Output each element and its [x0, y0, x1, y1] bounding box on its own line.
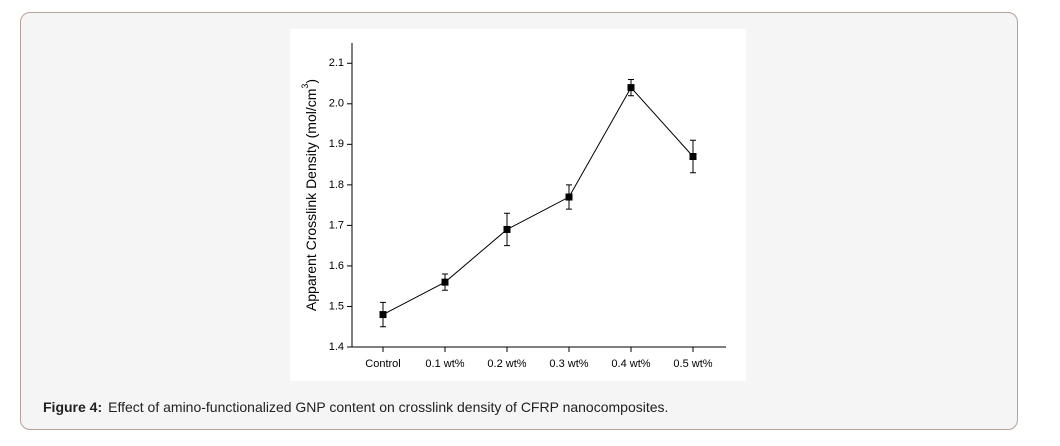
y-label-sup: 3 [300, 84, 310, 89]
y-tick-label: 1.7 [329, 219, 344, 231]
marker [627, 84, 635, 92]
x-tick-label: 0.2 wt% [487, 358, 526, 370]
y-axis-label: Apparent Crosslink Density (mol/cm3) [300, 79, 318, 311]
caption: Figure 4: Effect of amino-functionalized … [43, 399, 668, 415]
chart: Apparent Crosslink Density (mol/cm3) 1.4… [290, 29, 746, 381]
y-tick-label: 1.9 [329, 138, 344, 150]
caption-text: Effect of amino-functionalized GNP conte… [108, 399, 669, 415]
x-tick-label: 0.1 wt% [425, 358, 464, 370]
y-label-end: ) [303, 79, 319, 84]
y-tick-label: 2.1 [329, 57, 344, 69]
marker [379, 311, 387, 319]
marker [441, 278, 449, 286]
x-tick-label: 0.3 wt% [549, 358, 588, 370]
figure-frame: Apparent Crosslink Density (mol/cm3) 1.4… [20, 12, 1018, 430]
caption-label: Figure 4: [43, 399, 103, 415]
x-tick-label: 0.4 wt% [611, 358, 650, 370]
marker [503, 225, 511, 233]
y-label-main: Apparent Crosslink Density (mol/cm [303, 89, 319, 312]
line [382, 86, 694, 316]
x-tick-label: Control [365, 358, 400, 370]
marker [689, 152, 697, 160]
y-tick-label: 1.4 [329, 341, 344, 353]
x-tick-label: 0.5 wt% [673, 358, 712, 370]
marker [565, 193, 573, 201]
y-tick-label: 2.0 [329, 98, 344, 110]
plot-background [290, 29, 746, 381]
y-tick-label: 1.6 [329, 260, 344, 272]
y-tick-label: 1.5 [329, 300, 344, 312]
y-tick-label: 1.8 [329, 179, 344, 191]
